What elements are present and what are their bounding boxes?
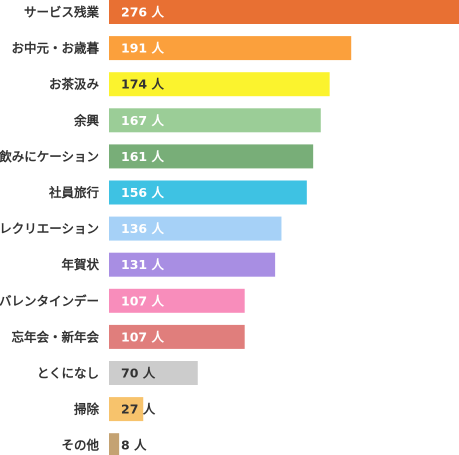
bar-row: 社員旅行 156 人: [48, 180, 307, 205]
value-label: 276 人: [121, 5, 164, 20]
category-label: 余興: [73, 113, 100, 128]
category-label: その他: [61, 438, 99, 453]
category-label: 社員旅行: [48, 185, 100, 200]
bar-row: 忘年会・新年会 107 人: [11, 324, 245, 349]
value-label: 136 人: [121, 221, 164, 236]
category-label: とくになし: [37, 366, 99, 381]
value-label: 167 人: [121, 113, 164, 128]
value-label: 156 人: [121, 185, 164, 200]
value-label: 107 人: [121, 329, 164, 344]
bar: [109, 144, 314, 169]
bar: [109, 180, 307, 205]
category-label: 年賀状: [61, 257, 99, 272]
bar: [109, 216, 282, 241]
bar: [109, 361, 198, 385]
category-label: お茶汲み: [49, 77, 100, 92]
bar-row: 飲みにケーション 161 人: [0, 144, 314, 169]
category-label: お中元・お歳暮: [11, 41, 99, 56]
category-label: 掃除: [74, 402, 100, 417]
bar: [109, 0, 459, 24]
category-label: レクリエーション: [0, 221, 99, 236]
value-label: 27 人: [121, 402, 156, 417]
category-label: 飲みにケーション: [0, 149, 99, 164]
category-label: 忘年会・新年会: [11, 329, 99, 344]
bar-row: 掃除 27 人: [74, 397, 156, 422]
bar-row: お中元・お歳暮 191 人: [11, 36, 352, 61]
bar-row: その他 8 人: [61, 433, 147, 455]
value-label: 131 人: [121, 257, 164, 272]
bar: [109, 288, 245, 313]
value-label: 70 人: [121, 366, 156, 381]
bar-row: お茶汲み 174 人: [49, 72, 330, 97]
value-label: 161 人: [121, 149, 164, 164]
bar: [109, 433, 120, 455]
value-label: 107 人: [121, 293, 164, 308]
bar-row: とくになし 70 人: [37, 361, 198, 385]
value-label: 174 人: [121, 77, 164, 92]
value-label: 8 人: [121, 438, 147, 453]
bar-row: サービス残業 276 人: [24, 0, 459, 24]
value-label: 191 人: [121, 41, 164, 56]
bar-row: 年賀状 131 人: [61, 252, 276, 277]
bar-row: バレンタインデー 107 人: [0, 288, 245, 313]
bar: [109, 108, 321, 133]
bar-row: 余興 167 人: [73, 108, 321, 133]
bar: [109, 72, 330, 97]
bar: [109, 324, 245, 349]
bar: [109, 397, 144, 422]
bar: [109, 252, 276, 277]
category-label: バレンタインデー: [0, 293, 99, 308]
category-label: サービス残業: [24, 5, 100, 20]
bar-row: レクリエーション 136 人: [0, 216, 282, 241]
bar: [109, 36, 352, 61]
